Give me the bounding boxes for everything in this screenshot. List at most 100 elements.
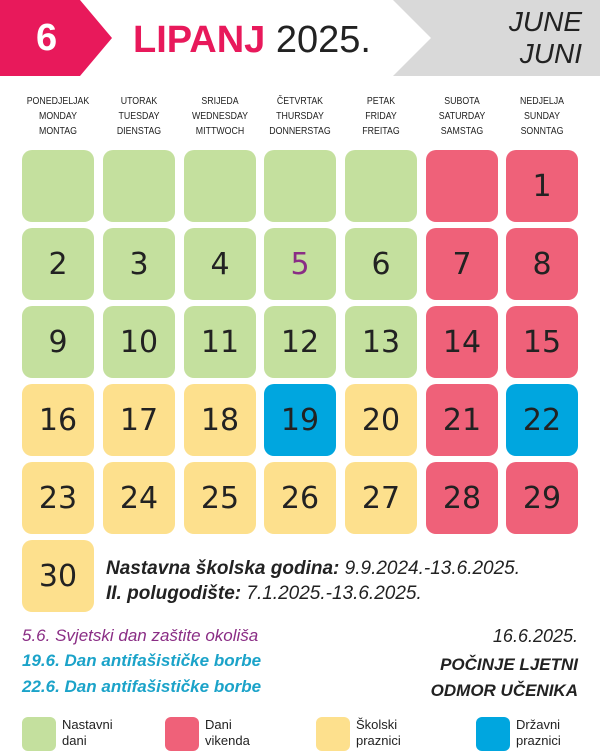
summer-break-line-2: ODMOR UČENIKA	[430, 681, 578, 700]
weekday-header-sunday: NEDJELJA SUNDAY SONNTAG	[506, 94, 578, 139]
day-cell-empty	[264, 150, 336, 222]
day-cell-30: 30	[22, 540, 94, 612]
weekday-name-hr: SRIJEDA	[201, 96, 239, 107]
day-cell-16: 16	[22, 384, 94, 456]
legend-swatch	[476, 717, 510, 751]
day-cell-2: 2	[22, 228, 94, 300]
weekday-header-monday: PONEDJELJAK MONDAY MONTAG	[22, 94, 94, 139]
day-number: 25	[200, 480, 240, 516]
weekday-name-de: SAMSTAG	[440, 126, 484, 137]
legend-label: Dani vikenda	[205, 717, 250, 749]
weekday-name-de: MITTWOCH	[195, 126, 245, 137]
day-number: 15	[522, 324, 562, 360]
weekday-name-de: DONNERSTAG	[269, 126, 331, 137]
day-number: 23	[38, 480, 78, 516]
semester-value: 7.1.2025.-13.6.2025.	[246, 583, 422, 604]
day-number: 30	[38, 558, 78, 594]
day-cell-empty	[103, 150, 175, 222]
note-antifascist-day-19: 19.6. Dan antifašističke borbe	[22, 651, 262, 670]
day-number: 14	[442, 324, 482, 360]
day-cell-11: 11	[184, 306, 256, 378]
weekday-header-friday: PETAK FRIDAY FREITAG	[345, 94, 417, 139]
day-cell-27: 27	[345, 462, 417, 534]
day-cell-7: 7	[426, 228, 498, 300]
weekday-header-wednesday: SRIJEDA WEDNESDAY MITTWOCH	[184, 94, 256, 139]
weekday-name-en: TUESDAY	[118, 111, 160, 122]
weekday-name-en: FRIDAY	[365, 111, 397, 122]
day-number: 6	[371, 246, 391, 282]
day-cell-12: 12	[264, 306, 336, 378]
day-cell-20: 20	[345, 384, 417, 456]
day-number: 1	[532, 168, 552, 204]
day-cell-13: 13	[345, 306, 417, 378]
day-cell-empty	[184, 150, 256, 222]
semester-label: II. polugodište:	[106, 583, 242, 604]
weekday-name-de: SONNTAG	[520, 126, 564, 137]
month-year: 2025.	[275, 19, 371, 61]
day-cell-28: 28	[426, 462, 498, 534]
day-cell-24: 24	[103, 462, 175, 534]
day-number: 21	[442, 402, 482, 438]
day-number: 16	[38, 402, 78, 438]
month-number-badge: 6	[0, 0, 112, 76]
legend-label: Državni praznici	[516, 717, 561, 749]
weekday-name-hr: UTORAK	[120, 96, 158, 107]
legend-label-line: dani	[62, 733, 87, 748]
school-info: Nastavna školska godina: 9.9.2024.-13.6.…	[106, 556, 520, 606]
day-number: 8	[532, 246, 552, 282]
legend-item: Nastavni dani	[22, 717, 113, 751]
weekday-name-en: SATURDAY	[438, 111, 486, 122]
day-number: 9	[48, 324, 68, 360]
day-cell-empty	[345, 150, 417, 222]
day-cell-23: 23	[22, 462, 94, 534]
day-cell-21: 21	[426, 384, 498, 456]
legend-label: Nastavni dani	[62, 717, 113, 749]
legend-label-line: vikenda	[205, 733, 250, 748]
weekday-header-tuesday: UTORAK TUESDAY DIENSTAG	[103, 94, 175, 139]
day-cell-empty	[22, 150, 94, 222]
weekday-name-hr: PETAK	[366, 96, 396, 107]
day-number: 18	[200, 402, 240, 438]
school-year-value: 9.9.2024.-13.6.2025.	[344, 558, 521, 579]
summer-break-text: POČINJE LJETNI ODMOR UČENIKA	[431, 652, 578, 704]
weekday-header-saturday: SUBOTA SATURDAY SAMSTAG	[426, 94, 498, 139]
day-cell-5: 5	[264, 228, 336, 300]
day-number: 19	[280, 402, 320, 438]
month-name-german: JUNI	[519, 38, 582, 69]
legend-label-line: Državni	[516, 717, 561, 732]
weekday-name-hr: ČETVRTAK	[276, 96, 324, 107]
month-number: 6	[36, 16, 58, 59]
legend-label-line: praznici	[356, 733, 401, 748]
legend-label-line: Nastavni	[62, 717, 113, 732]
weekday-name-hr: PONEDJELJAK	[26, 96, 90, 107]
day-number: 13	[361, 324, 401, 360]
month-name-english: JUNE	[508, 6, 582, 37]
legend-item: Školski praznici	[316, 717, 401, 751]
day-cell-19: 19	[264, 384, 336, 456]
day-number: 26	[280, 480, 320, 516]
weekday-name-en: WEDNESDAY	[191, 111, 249, 122]
day-cell-1: 1	[506, 150, 578, 222]
day-cell-22: 22	[506, 384, 578, 456]
day-cell-25: 25	[184, 462, 256, 534]
semester-line: II. polugodište: 7.1.2025.-13.6.2025.	[106, 581, 520, 606]
day-cell-9: 9	[22, 306, 94, 378]
day-number: 12	[280, 324, 320, 360]
school-year-label: Nastavna školska godina:	[106, 558, 340, 579]
weekday-name-en: SUNDAY	[523, 111, 561, 122]
day-cell-18: 18	[184, 384, 256, 456]
day-number: 29	[522, 480, 562, 516]
legend-label-line: praznici	[516, 733, 561, 748]
day-number: 4	[210, 246, 230, 282]
weekday-name-hr: SUBOTA	[444, 96, 480, 107]
summer-break-date: 16.6.2025.	[492, 626, 578, 646]
day-cell-29: 29	[506, 462, 578, 534]
day-cell-4: 4	[184, 228, 256, 300]
weekday-name-en: THURSDAY	[276, 111, 324, 122]
note-environment-day: 5.6. Svjetski dan zaštite okoliša	[22, 626, 259, 645]
day-number: 24	[119, 480, 159, 516]
day-number: 28	[442, 480, 482, 516]
day-cell-26: 26	[264, 462, 336, 534]
weekday-header-thursday: ČETVRTAK THURSDAY DONNERSTAG	[264, 94, 336, 139]
legend-item: Dani vikenda	[165, 717, 250, 751]
